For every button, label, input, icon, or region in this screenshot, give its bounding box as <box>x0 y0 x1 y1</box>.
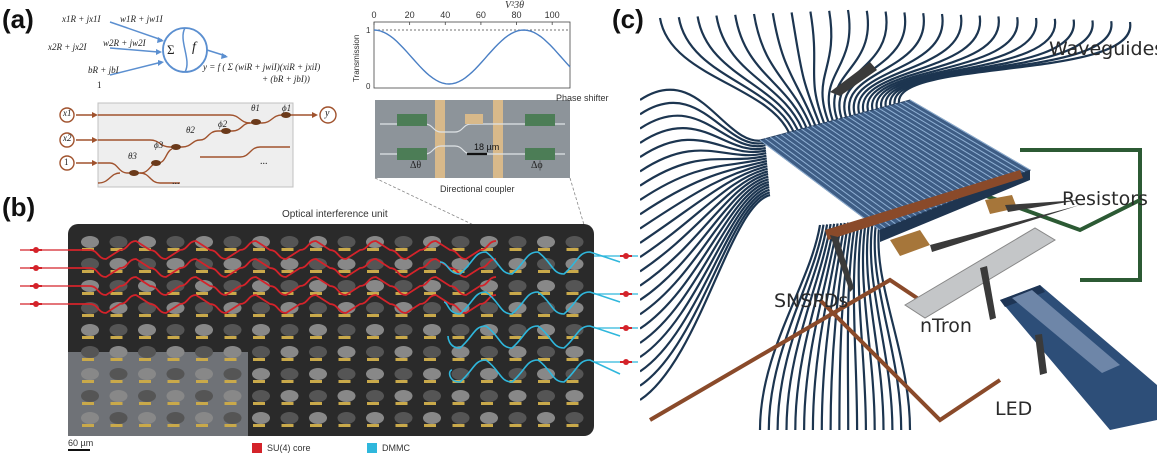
x-tick-0: 0 <box>371 10 376 20</box>
superconducting-chip-render <box>640 9 1157 430</box>
bias-one-label: 1 <box>97 80 102 90</box>
mzi-mesh-diagram <box>59 102 337 188</box>
y-tick-1: 1 <box>366 26 371 35</box>
mesh-input-x2: x2 <box>63 133 72 143</box>
x-tick-20: 20 <box>405 10 415 20</box>
panel-label-a: (a) <box>2 4 34 34</box>
input-2-label: x2R + jx2I <box>48 42 87 52</box>
theta3-label: θ3 <box>128 151 137 161</box>
x-tick-60: 60 <box>476 10 486 20</box>
legend-label-dmmc: DMMC <box>382 443 410 453</box>
theta2-label: θ2 <box>186 125 195 135</box>
transmission-ylabel: Transmission <box>352 34 361 82</box>
x-tick-100: 100 <box>545 10 560 20</box>
snspds-callout: SNSPDs <box>774 290 849 312</box>
panel-b-scale-bar <box>68 449 90 451</box>
x-tick-40: 40 <box>440 10 450 20</box>
phi2-label: ϕ2 <box>218 119 228 129</box>
legend-swatch-su4 <box>252 443 262 453</box>
waveguides-callout: Waveguides <box>1049 38 1157 60</box>
resistors-callout: Resistors <box>1062 188 1148 210</box>
input-1-label: x1R + jx1I <box>62 14 101 24</box>
inset-scale-label: 18 µm <box>474 142 500 152</box>
mesh-output-y: y <box>325 108 330 119</box>
panel-b-title: Optical interference unit <box>282 209 388 220</box>
panel-label-c: (c) <box>612 4 644 34</box>
legend-label-su4: SU(4) core <box>267 443 311 453</box>
mesh-ellipsis-2: ... <box>172 176 180 187</box>
phase-shifter-label: Phase shifter <box>556 93 609 103</box>
delta-phi-label: Δϕ <box>531 160 543 171</box>
legend-swatch-dmmc <box>367 443 377 453</box>
transmission-xlabel: V²3θ <box>505 0 525 11</box>
x-tick-80: 80 <box>512 10 522 20</box>
phi3-label: ϕ3 <box>154 140 164 150</box>
mesh-input-x1: x1 <box>63 108 72 118</box>
neuron-diagram <box>109 21 228 76</box>
oiu-chip <box>20 224 638 436</box>
phi1-label: ϕ1 <box>282 103 292 113</box>
panel-b-scale-label: 60 µm <box>68 438 94 448</box>
directional-coupler-label: Directional coupler <box>440 184 515 194</box>
y-tick-0: 0 <box>366 82 371 91</box>
weight-2-label: w2R + jw2I <box>103 38 146 48</box>
transmission-plot: 0 20 40 60 80 100 <box>371 10 571 89</box>
output-equation: y = f ( Σ (wiR + jwiI)(xiR + jxiI) <box>203 62 321 72</box>
inset-zoom-lines <box>374 178 586 229</box>
output-equation-cont: + (bR + jbI)) <box>262 74 310 84</box>
chip-inset <box>375 100 570 178</box>
delta-theta-label: Δθ <box>410 160 422 171</box>
activation-symbol: f <box>192 40 196 55</box>
mesh-ellipsis-1: ... <box>260 156 268 167</box>
panel-label-b: (b) <box>2 192 36 222</box>
weight-1-label: w1R + jw1I <box>120 14 163 24</box>
led-callout: LED <box>995 398 1033 420</box>
ntron-callout: nTron <box>920 315 972 337</box>
mesh-input-one: 1 <box>64 157 69 167</box>
theta1-label: θ1 <box>251 103 260 113</box>
bias-label: bR + jbI <box>88 65 119 75</box>
sum-symbol: Σ <box>167 42 175 57</box>
